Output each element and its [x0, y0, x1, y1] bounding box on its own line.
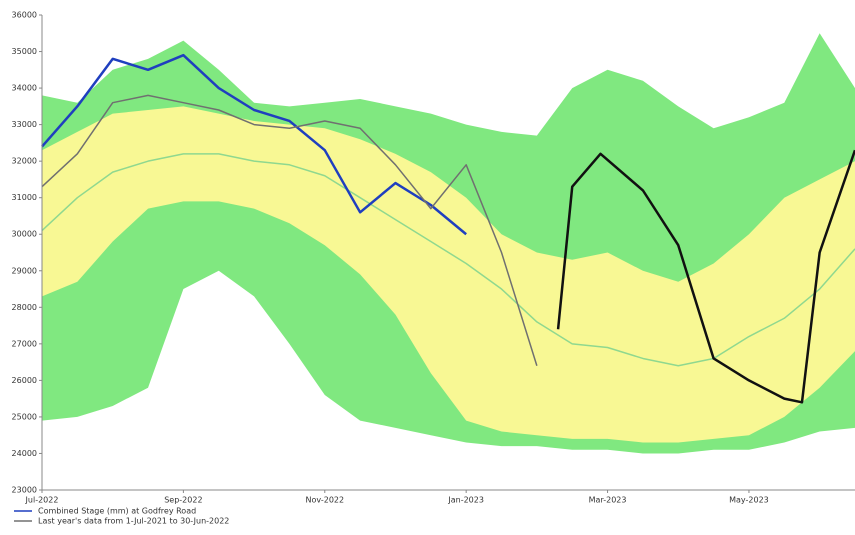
y-tick-label: 24000: [12, 449, 37, 458]
x-tick-label: May-2023: [729, 496, 769, 505]
y-tick-label: 33000: [12, 120, 37, 129]
legend-label: Last year's data from 1-Jul-2021 to 30-J…: [38, 517, 229, 526]
x-tick-label: Jul-2022: [25, 496, 59, 505]
y-tick-label: 23000: [12, 486, 37, 495]
series-line: [41, 153, 855, 367]
y-tick-label: 27000: [12, 339, 37, 348]
legend-label: Combined Stage (mm) at Godfrey Road: [38, 507, 196, 516]
y-tick-label: 36000: [12, 11, 37, 20]
y-tick-label: 26000: [12, 376, 37, 385]
y-tick-label: 34000: [12, 84, 37, 93]
series-line: [41, 53, 467, 236]
x-tick-label: Sep-2022: [164, 496, 202, 505]
y-tick-label: 35000: [12, 47, 37, 56]
y-tick-label: 30000: [12, 230, 37, 239]
x-tick-label: Mar-2023: [589, 496, 627, 505]
band-area: [42, 106, 855, 443]
y-tick-label: 25000: [12, 412, 37, 421]
series-line: [556, 149, 855, 404]
x-tick-label: Jan-2023: [447, 496, 484, 505]
x-tick-label: Nov-2022: [305, 496, 344, 505]
y-tick-label: 32000: [12, 157, 37, 166]
y-tick-label: 28000: [12, 303, 37, 312]
y-tick-label: 31000: [12, 193, 37, 202]
y-tick-label: 29000: [12, 266, 37, 275]
series-line: [41, 94, 538, 366]
